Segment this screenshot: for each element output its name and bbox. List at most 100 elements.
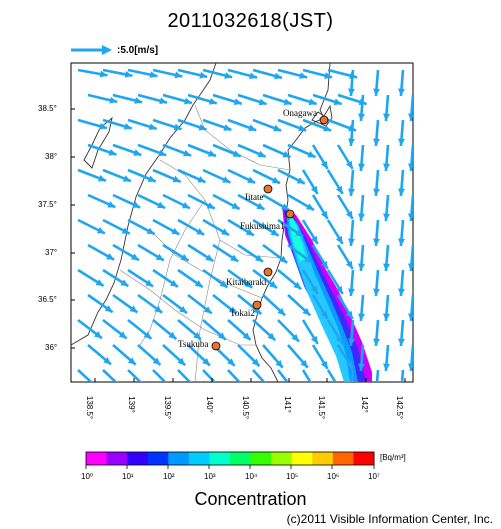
wind-vector-head: [348, 138, 355, 146]
wind-vector-head: [358, 263, 365, 271]
wind-vector-head: [310, 185, 318, 194]
wind-vector-head: [320, 260, 328, 269]
wind-vector: [127, 369, 143, 382]
wind-vector-head: [171, 227, 180, 235]
wind-vector-head: [270, 228, 279, 236]
colorbar-tick-label: 10³: [204, 472, 216, 481]
wind-vector-head: [408, 363, 413, 371]
wind-vector-head: [194, 280, 203, 288]
colorbar-cell: [332, 452, 354, 465]
colorbar-cell: [127, 452, 149, 465]
wind-vector-head: [181, 201, 190, 209]
wind-vector-head: [251, 358, 260, 367]
colorbar-cell: [312, 452, 334, 465]
lon-tick-label: 138.5°: [85, 395, 95, 420]
wind-vector-head: [305, 203, 314, 211]
wind-vector-head: [291, 333, 299, 342]
wind-vector-head: [193, 332, 201, 340]
wind-vector-head: [228, 306, 237, 314]
lat-tick-label: 37°: [45, 248, 58, 257]
wind-vector-head: [99, 70, 108, 78]
wind-vector-head: [408, 113, 413, 121]
lon-tick-label: 141°: [282, 396, 292, 413]
wind-vector-head: [196, 228, 205, 235]
wind-vector: [326, 369, 337, 382]
wind-vector-head: [335, 285, 343, 294]
lon-tick-label: 142.5°: [395, 395, 405, 420]
wind-vector-head: [311, 386, 318, 394]
wind-vector-head: [142, 383, 150, 391]
wind-vector-head: [244, 280, 253, 288]
site-labels: Onagawa Iitate Fukushima1 Kitaibaraki To…: [178, 108, 317, 349]
wind-vector-head: [258, 98, 267, 106]
lat-tick-label: 37.5°: [38, 200, 57, 209]
wind-vector-head: [173, 123, 182, 131]
wind-vector-head: [398, 188, 405, 196]
wind-vector-head: [274, 72, 282, 80]
wind-vector-head: [323, 124, 332, 132]
wind-vector-head: [130, 253, 139, 261]
wind-vector-head: [296, 177, 305, 184]
wind-vector-head: [408, 263, 413, 271]
wind-vector-head: [310, 235, 318, 244]
wind-vector-head: [207, 150, 216, 157]
wind-vector-head: [174, 71, 183, 79]
colorbar-tick-label: 10⁶: [327, 472, 340, 481]
wind-vector-head: [202, 358, 210, 366]
wind-vector-head: [145, 279, 154, 287]
wind-vector-head: [383, 163, 390, 171]
wind-vector-head: [302, 307, 311, 316]
wind-vector: [77, 369, 93, 382]
wind-vector-head: [241, 384, 248, 392]
concentration-plume: [282, 205, 372, 382]
wind-vector-head: [230, 254, 239, 262]
wind-vector-head: [293, 281, 302, 290]
wind-vector: [276, 369, 290, 382]
wind-vector-head: [335, 185, 343, 194]
wind-vector-head: [295, 229, 304, 237]
wind-vector-head: [282, 150, 291, 158]
wind-vector: [350, 369, 355, 382]
wind-vector-head: [335, 235, 343, 244]
wind-vector-head: [247, 176, 256, 183]
wind-vector-head: [320, 210, 328, 219]
wind-vector-head: [94, 331, 102, 339]
wind-vector-head: [197, 176, 206, 183]
wind-vector-head: [383, 263, 390, 271]
wind-vector-head: [398, 238, 405, 246]
wind-vector-head: [408, 213, 413, 221]
wind-vector-head: [219, 280, 228, 288]
wind-vector-head: [304, 255, 313, 263]
colorbar-unit: [Bq/m³]: [380, 453, 406, 462]
colorbar-tick-label: 10⁰: [81, 472, 94, 481]
colorbar-cell: [250, 452, 272, 465]
wind-vector-head: [157, 201, 166, 208]
prefecture-borders: [119, 104, 291, 382]
wind-vector-head: [348, 388, 355, 395]
colorbar-tick-label: 10²: [163, 472, 175, 481]
wind-vector-head: [308, 98, 317, 106]
wind-vector-head: [231, 202, 240, 209]
colorbar-cell: [168, 452, 190, 465]
wind-vector: [400, 369, 405, 382]
wind-vector-head: [373, 338, 380, 346]
wind-vector-head: [279, 255, 288, 263]
wind-vector-head: [217, 332, 226, 340]
wind-vector-head: [248, 124, 257, 132]
wind-vector-head: [245, 228, 254, 236]
lon-tick-label: 139.5°: [163, 395, 173, 420]
wind-vector-head: [373, 388, 380, 395]
wind-vector-head: [129, 305, 138, 313]
wind-vector-head: [206, 202, 215, 209]
wind-vector-head: [267, 332, 276, 341]
sado-island: [83, 116, 113, 169]
wind-vector-head: [224, 72, 233, 79]
lon-tick-label: 140.5°: [241, 395, 251, 420]
map-title: 2011032618(JST): [167, 10, 334, 32]
wind-vector-head: [345, 360, 353, 369]
wind-vector-head: [398, 88, 405, 96]
wind-vector-head: [373, 238, 380, 246]
site-markers: [211, 115, 329, 351]
colorbar-cell: [188, 452, 210, 465]
wind-vector: [375, 369, 380, 382]
